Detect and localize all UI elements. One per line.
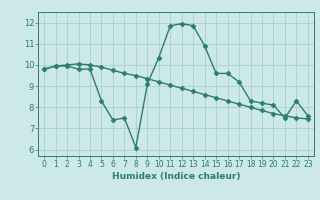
X-axis label: Humidex (Indice chaleur): Humidex (Indice chaleur) (112, 172, 240, 181)
